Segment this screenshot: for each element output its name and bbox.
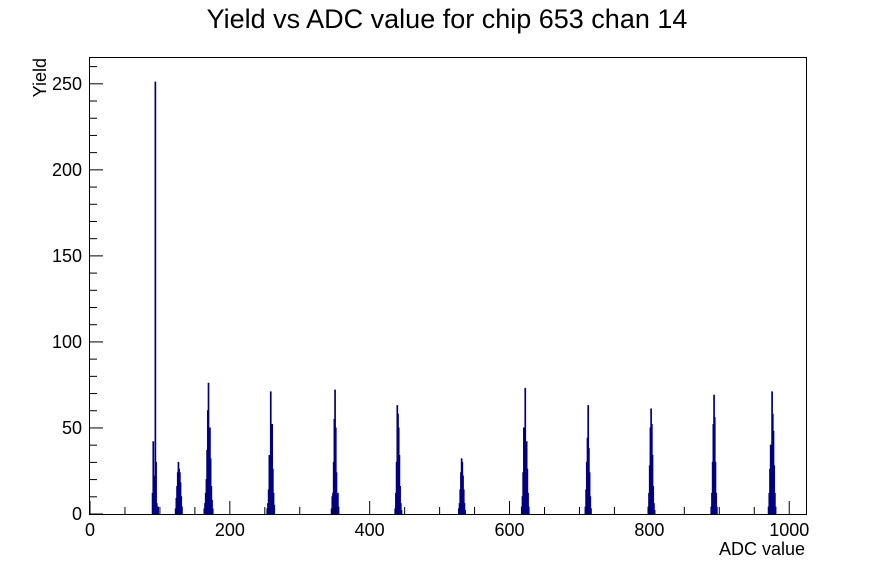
x-tick-label: 0 [85, 520, 95, 540]
histogram-bin [337, 492, 339, 514]
histogram-bin [337, 506, 340, 514]
histogram-bin [464, 510, 466, 514]
histogram-bin [715, 492, 717, 514]
histogram-bin [272, 492, 275, 514]
histogram-bin [588, 472, 591, 514]
histogram-bin [462, 489, 465, 514]
y-tick-label: 50 [62, 418, 82, 438]
histogram-bin [398, 454, 401, 514]
histogram-bin [334, 427, 337, 514]
x-tick-label: 400 [355, 520, 385, 540]
histogram-bin [211, 499, 213, 514]
histogram-bin [714, 461, 717, 514]
histogram-bin [273, 504, 276, 514]
histogram-bin [154, 81, 157, 514]
histogram-bin [211, 508, 214, 514]
histogram-bin [153, 475, 155, 514]
y-tick-label: 250 [52, 74, 82, 94]
histogram-bin [400, 510, 403, 514]
histogram-bin [526, 468, 529, 514]
histogram-bin [716, 506, 718, 514]
histogram-bin [773, 465, 776, 514]
x-tick-label: 1000 [769, 520, 809, 540]
histogram-bin [399, 503, 402, 514]
y-tick-label: 100 [52, 332, 82, 352]
y-tick-label: 0 [72, 504, 82, 524]
histogram-bin [181, 506, 183, 514]
x-tick-label: 600 [495, 520, 525, 540]
histogram-bin [527, 506, 530, 514]
histogram-bin [271, 468, 274, 514]
histogram-bin [652, 485, 655, 514]
histogram-bin [180, 496, 183, 514]
chart-title: Yield vs ADC value for chip 653 chan 14 [207, 4, 688, 34]
histogram-bin [527, 492, 529, 514]
histogram-bin [774, 492, 776, 514]
y-axis: 0 50 100 150 200 250 [52, 66, 103, 524]
y-axis-label: Yield [30, 58, 50, 97]
histogram-bin [155, 461, 157, 514]
histogram-bin [463, 503, 466, 514]
histogram-bin [157, 506, 160, 514]
plot-frame [89, 57, 807, 515]
histogram-bin [653, 510, 656, 514]
histogram-bin [651, 454, 654, 514]
histogram-bin [155, 503, 158, 514]
y-tick-label: 150 [52, 246, 82, 266]
histogram-bin [335, 472, 338, 514]
x-tick-label: 200 [215, 520, 245, 540]
histogram-bin [590, 508, 592, 514]
x-tick-label: 800 [634, 520, 664, 540]
y-tick-label: 200 [52, 160, 82, 180]
x-axis-label: ADC value [719, 539, 805, 559]
histogram-bin [774, 506, 777, 514]
x-axis: 0 200 400 600 800 1000 [85, 501, 809, 540]
histogram-bin [589, 496, 592, 514]
histogram-bin [653, 503, 655, 514]
histogram-bars [151, 81, 777, 514]
histogram-bin [399, 485, 401, 514]
